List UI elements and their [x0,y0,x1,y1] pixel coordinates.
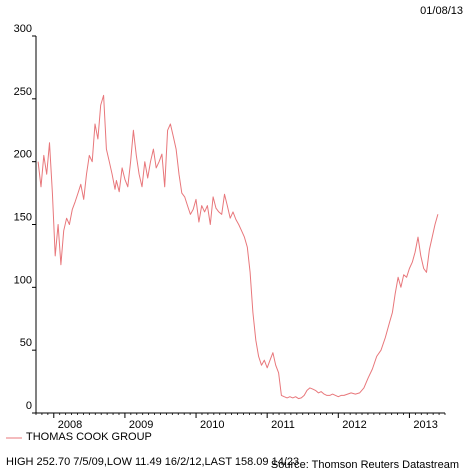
x-tick-label: 2013 [413,419,437,431]
series-line-thomas-cook-group [37,94,439,400]
y-tick-label: 50 [20,337,32,349]
y-tick-label: 100 [14,274,32,286]
x-tick-label: 2010 [200,419,224,431]
y-tick-label: 0 [26,400,32,412]
chart-date: 01/08/13 [420,5,463,17]
footer-source: Source: Thomson Reuters Datastream [270,459,459,471]
axes: 0 50 100 150 200 250 300 2008 2009 2010 2011 2012 20… [6,23,446,439]
y-tick-label: 200 [14,149,32,161]
x-tick-label: 2008 [58,419,82,431]
footer-stats: HIGH 252.70 7/5/09,LOW 11.49 16/2/12,LAS… [6,456,300,468]
legend-series-label: THOMAS COOK GROUP [26,431,152,443]
y-tick-label: 150 [14,212,32,224]
x-tick-label: 2011 [271,419,295,431]
x-tick-label: 2009 [129,419,153,431]
x-tick-label: 2012 [342,419,366,431]
y-tick-label: 250 [14,86,32,98]
series-layer [37,94,439,400]
y-tick-label: 300 [14,23,32,35]
